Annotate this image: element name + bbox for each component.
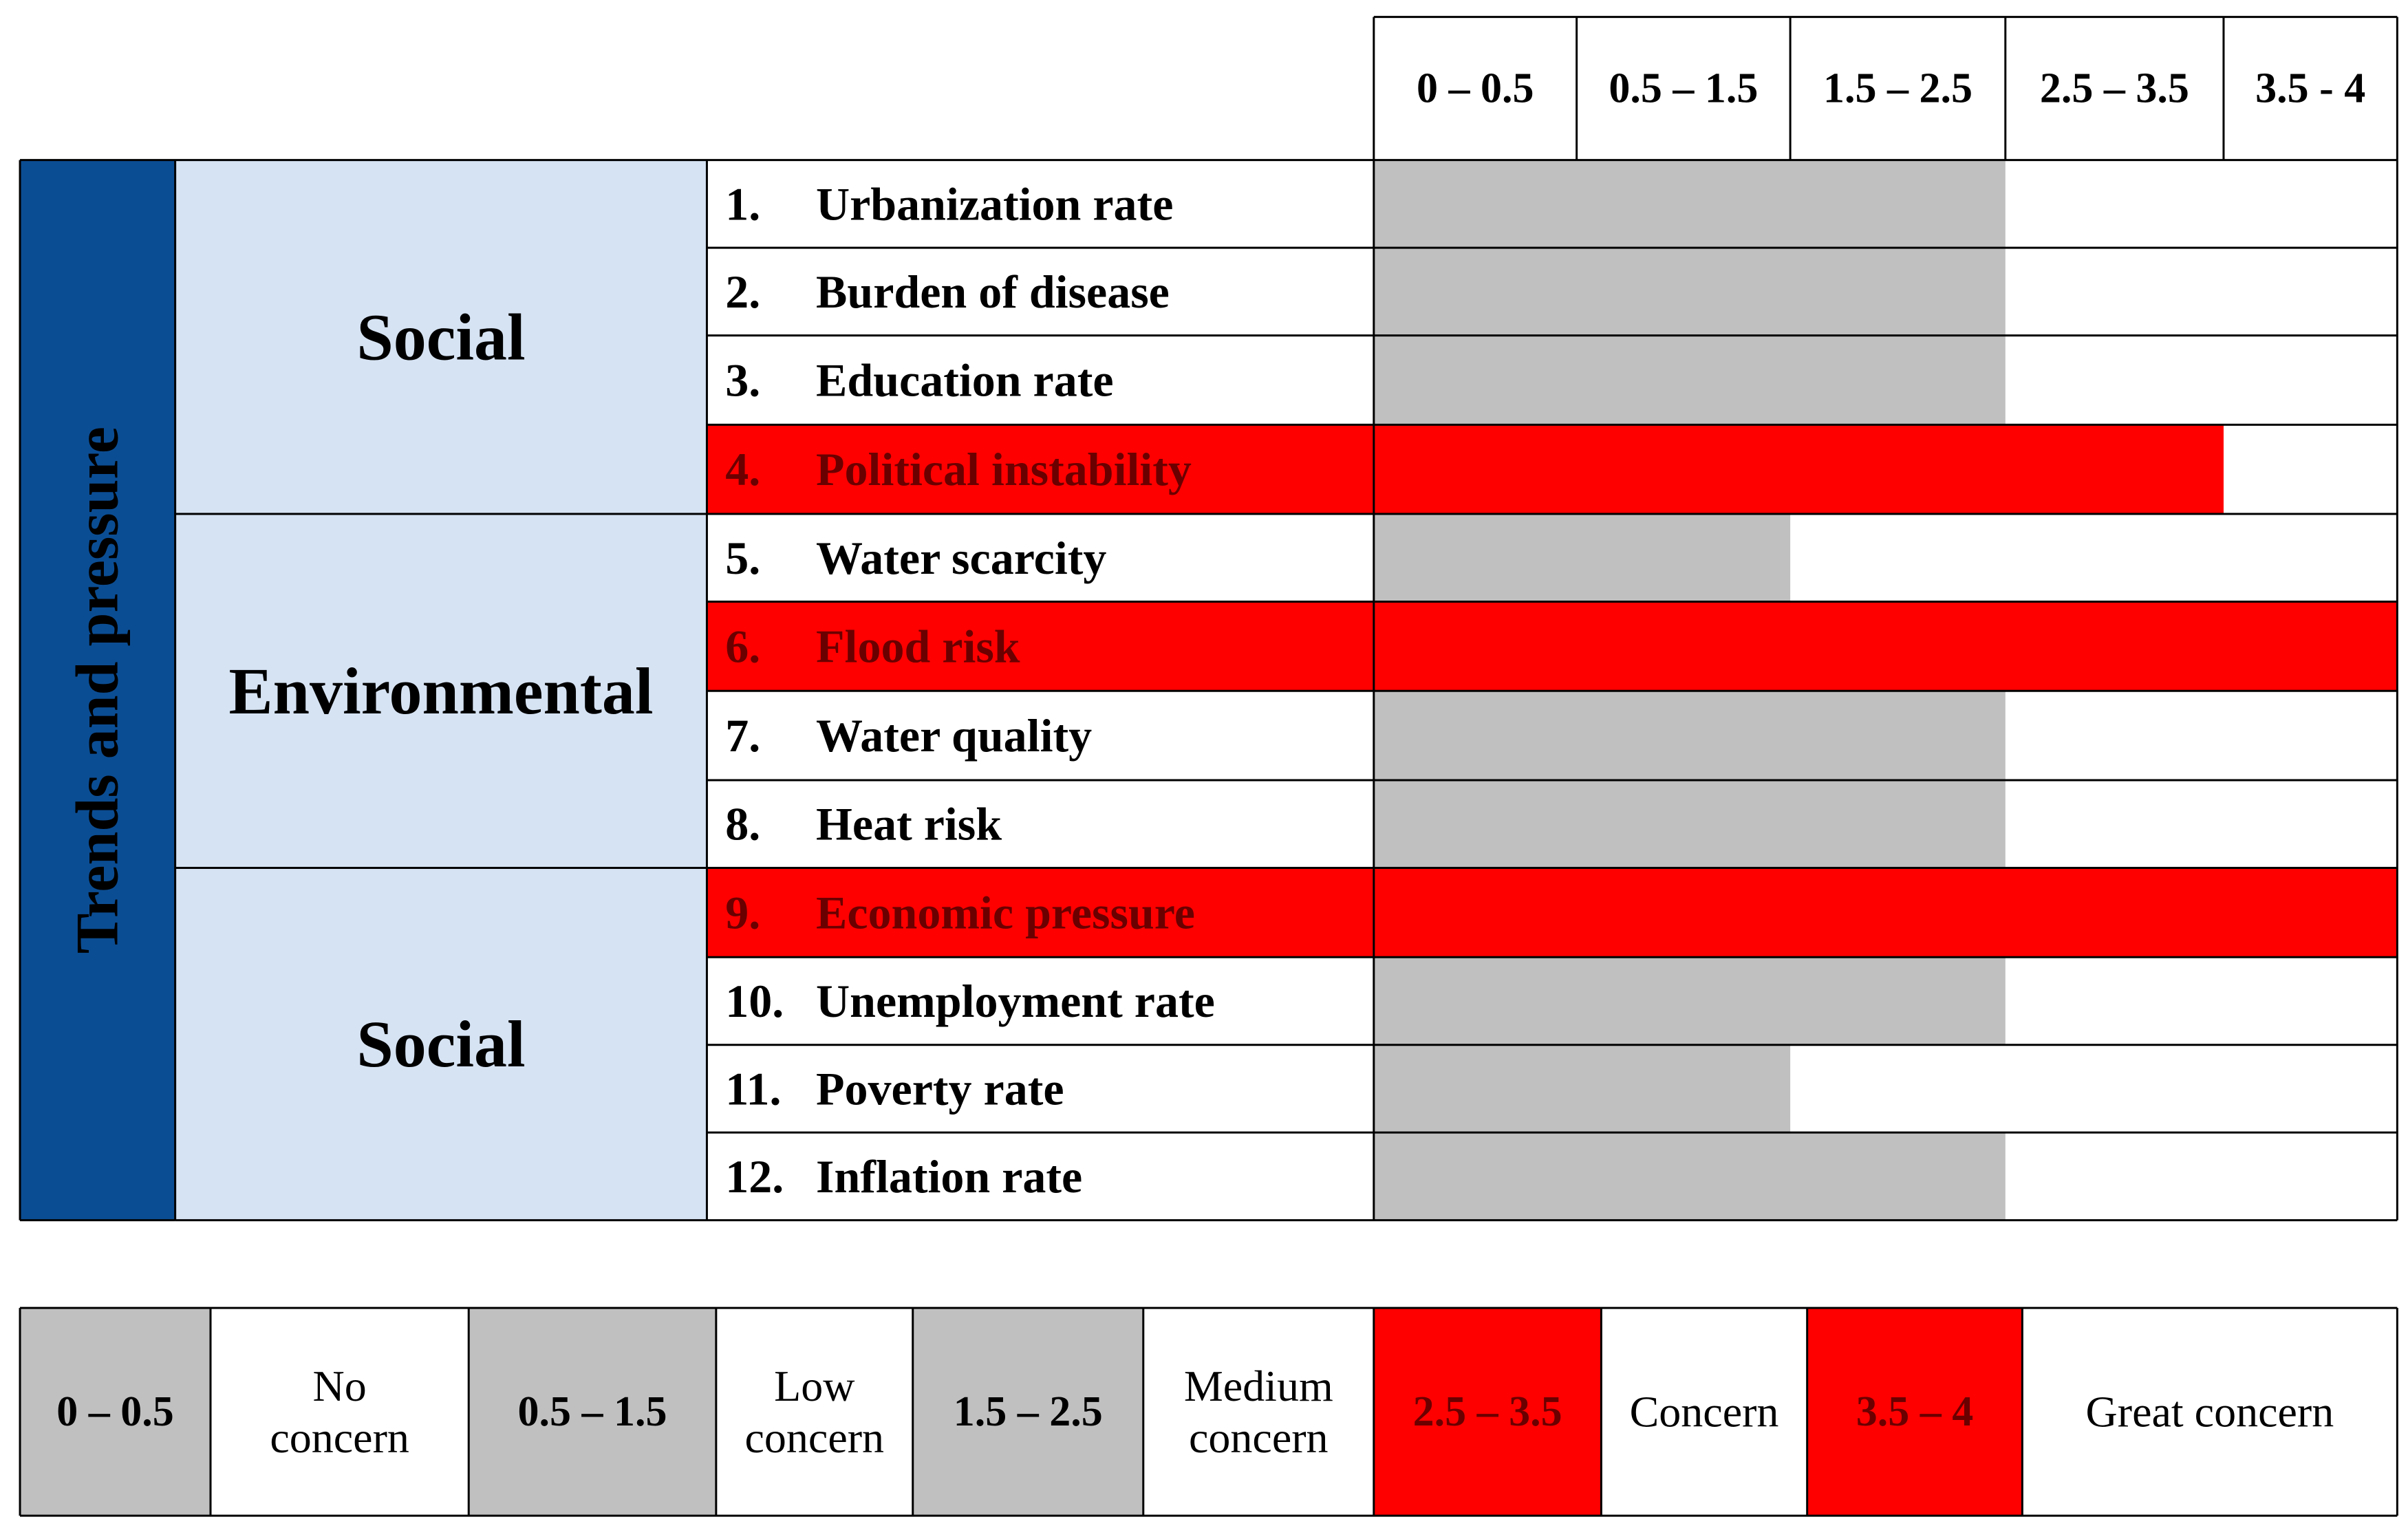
- indicator-number-2: 2.: [725, 266, 760, 318]
- indicator-bar-12: [1373, 1132, 2006, 1220]
- group-label-2: Environmental: [229, 654, 654, 728]
- indicator-number-10: 10.: [725, 975, 784, 1027]
- legend-label-2-2: concern: [745, 1413, 885, 1462]
- text-layer: 0 – 0.5 0.5 – 1.5 1.5 – 2.5 2.5 – 3.5 3.5 - …: [56, 65, 2365, 1463]
- indicator-bar-3: [1373, 335, 2006, 425]
- legend-label-2-1: Low: [774, 1362, 854, 1410]
- side-band: [20, 160, 175, 1220]
- indicator-bar-9: [1373, 868, 2398, 958]
- indicator-bar-2: [1373, 248, 2006, 336]
- legend-label-1-1: No: [313, 1362, 367, 1410]
- indicator-label-fill-4: [707, 424, 1374, 515]
- legend-label-4-1: Concern: [1630, 1388, 1779, 1436]
- indicator-bar-4: [1373, 424, 2224, 515]
- fill-layer: [20, 160, 2398, 1516]
- indicator-bar-6: [1373, 601, 2398, 691]
- indicator-number-1: 1.: [725, 177, 760, 230]
- indicator-number-7: 7.: [725, 709, 760, 762]
- indicator-label-10: Unemployment rate: [816, 975, 1215, 1027]
- indicator-label-1: Urbanization rate: [816, 177, 1173, 230]
- indicator-number-9: 9.: [725, 886, 760, 938]
- legend-swatch-3: [912, 1308, 1143, 1516]
- legend-swatch-5: [1807, 1308, 2023, 1516]
- indicator-label-fill-6: [707, 601, 1374, 691]
- indicator-number-8: 8.: [725, 798, 760, 850]
- indicator-number-12: 12.: [725, 1150, 784, 1203]
- legend-range-2: 0.5 – 1.5: [518, 1388, 667, 1435]
- group-cell-1: [175, 160, 707, 515]
- group-cell-2: [175, 514, 707, 868]
- indicator-number-5: 5.: [725, 532, 760, 584]
- legend-range-3: 1.5 – 2.5: [954, 1388, 1103, 1435]
- scale-header-3: 1.5 – 2.5: [1823, 65, 1972, 112]
- group-label-3: Social: [356, 1007, 525, 1081]
- indicator-bar-8: [1373, 779, 2006, 868]
- legend-label-5-1: Great concern: [2086, 1388, 2334, 1436]
- scale-header-1: 0 – 0.5: [1417, 65, 1534, 112]
- indicator-number-11: 11.: [725, 1062, 781, 1115]
- indicator-label-12: Inflation rate: [816, 1150, 1082, 1203]
- indicator-label-8: Heat risk: [816, 798, 1002, 850]
- indicator-label-4: Political instability: [816, 443, 1192, 495]
- scale-header-5: 3.5 - 4: [2255, 65, 2365, 112]
- legend-label-3-2: concern: [1189, 1413, 1329, 1462]
- indicator-label-2: Burden of disease: [816, 266, 1170, 318]
- indicator-label-6: Flood risk: [816, 620, 1020, 672]
- indicator-bar-1: [1373, 160, 2006, 248]
- indicator-label-5: Water scarcity: [816, 532, 1106, 584]
- indicator-label-11: Poverty rate: [816, 1062, 1064, 1115]
- legend-range-1: 0 – 0.5: [56, 1388, 174, 1435]
- grid-layer: [19, 16, 2398, 1517]
- group-cell-3: [175, 868, 707, 1220]
- indicator-number-6: 6.: [725, 620, 760, 672]
- legend-range-4: 2.5 – 3.5: [1413, 1388, 1562, 1435]
- legend-swatch-1: [20, 1308, 211, 1516]
- group-label-1: Social: [356, 300, 525, 374]
- side-label: Trends and pressure: [64, 427, 131, 954]
- indicator-bar-11: [1373, 1044, 1791, 1133]
- scale-header-2: 0.5 – 1.5: [1609, 65, 1758, 112]
- scale-header-4: 2.5 – 3.5: [2040, 65, 2189, 112]
- legend-label-1-2: concern: [270, 1413, 409, 1462]
- indicator-label-fill-9: [707, 868, 1374, 958]
- indicator-bar-10: [1373, 957, 2006, 1045]
- indicator-number-3: 3.: [725, 354, 760, 406]
- indicator-label-3: Education rate: [816, 354, 1114, 406]
- legend-range-5: 3.5 – 4: [1856, 1388, 1974, 1435]
- legend-label-3-1: Medium: [1184, 1362, 1333, 1410]
- indicator-bar-5: [1373, 514, 1791, 602]
- indicator-number-4: 4.: [725, 443, 760, 495]
- legend-swatch-4: [1373, 1308, 1602, 1516]
- indicator-label-7: Water quality: [816, 709, 1092, 762]
- indicator-label-9: Economic pressure: [816, 886, 1195, 938]
- indicator-bar-7: [1373, 691, 2006, 780]
- legend-swatch-2: [469, 1308, 716, 1516]
